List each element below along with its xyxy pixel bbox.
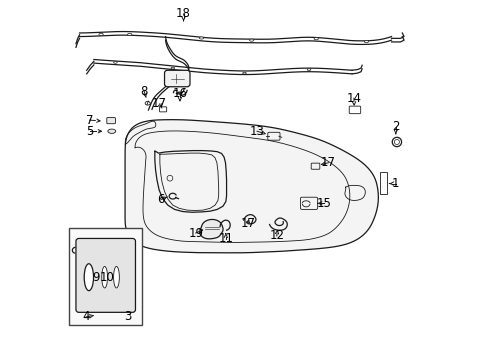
- FancyBboxPatch shape: [76, 238, 135, 312]
- Polygon shape: [125, 120, 377, 253]
- Text: 3: 3: [123, 310, 131, 324]
- Ellipse shape: [249, 39, 253, 41]
- Ellipse shape: [99, 33, 103, 36]
- Text: 16: 16: [172, 87, 187, 100]
- Text: 18: 18: [176, 8, 191, 21]
- Text: 5: 5: [86, 125, 93, 138]
- Text: 9: 9: [92, 271, 100, 284]
- Ellipse shape: [364, 41, 368, 42]
- Ellipse shape: [171, 67, 174, 69]
- Text: 6: 6: [157, 193, 165, 206]
- Text: 11: 11: [218, 232, 233, 245]
- Text: 1: 1: [391, 177, 399, 190]
- FancyBboxPatch shape: [106, 118, 115, 124]
- Text: 4: 4: [82, 310, 90, 324]
- Ellipse shape: [84, 264, 93, 291]
- Text: 15: 15: [316, 197, 331, 210]
- Ellipse shape: [102, 266, 107, 288]
- Ellipse shape: [127, 33, 132, 36]
- Ellipse shape: [113, 266, 119, 288]
- Text: 17: 17: [240, 217, 255, 230]
- Ellipse shape: [108, 129, 116, 134]
- Text: 2: 2: [391, 121, 399, 134]
- FancyBboxPatch shape: [164, 70, 190, 87]
- Text: 14: 14: [346, 92, 361, 105]
- Ellipse shape: [242, 72, 246, 74]
- Ellipse shape: [313, 38, 318, 40]
- Bar: [69, 228, 142, 325]
- Text: 7: 7: [86, 114, 93, 127]
- Polygon shape: [199, 220, 223, 239]
- Text: 19: 19: [188, 226, 203, 239]
- Text: 17: 17: [320, 156, 335, 169]
- Text: 17: 17: [152, 98, 167, 111]
- Ellipse shape: [306, 69, 310, 71]
- Text: 13: 13: [249, 125, 264, 138]
- Text: 12: 12: [269, 229, 284, 242]
- Text: 8: 8: [140, 85, 147, 98]
- Bar: [379, 172, 386, 194]
- Ellipse shape: [199, 37, 203, 39]
- Text: 10: 10: [100, 271, 115, 284]
- Ellipse shape: [113, 62, 117, 63]
